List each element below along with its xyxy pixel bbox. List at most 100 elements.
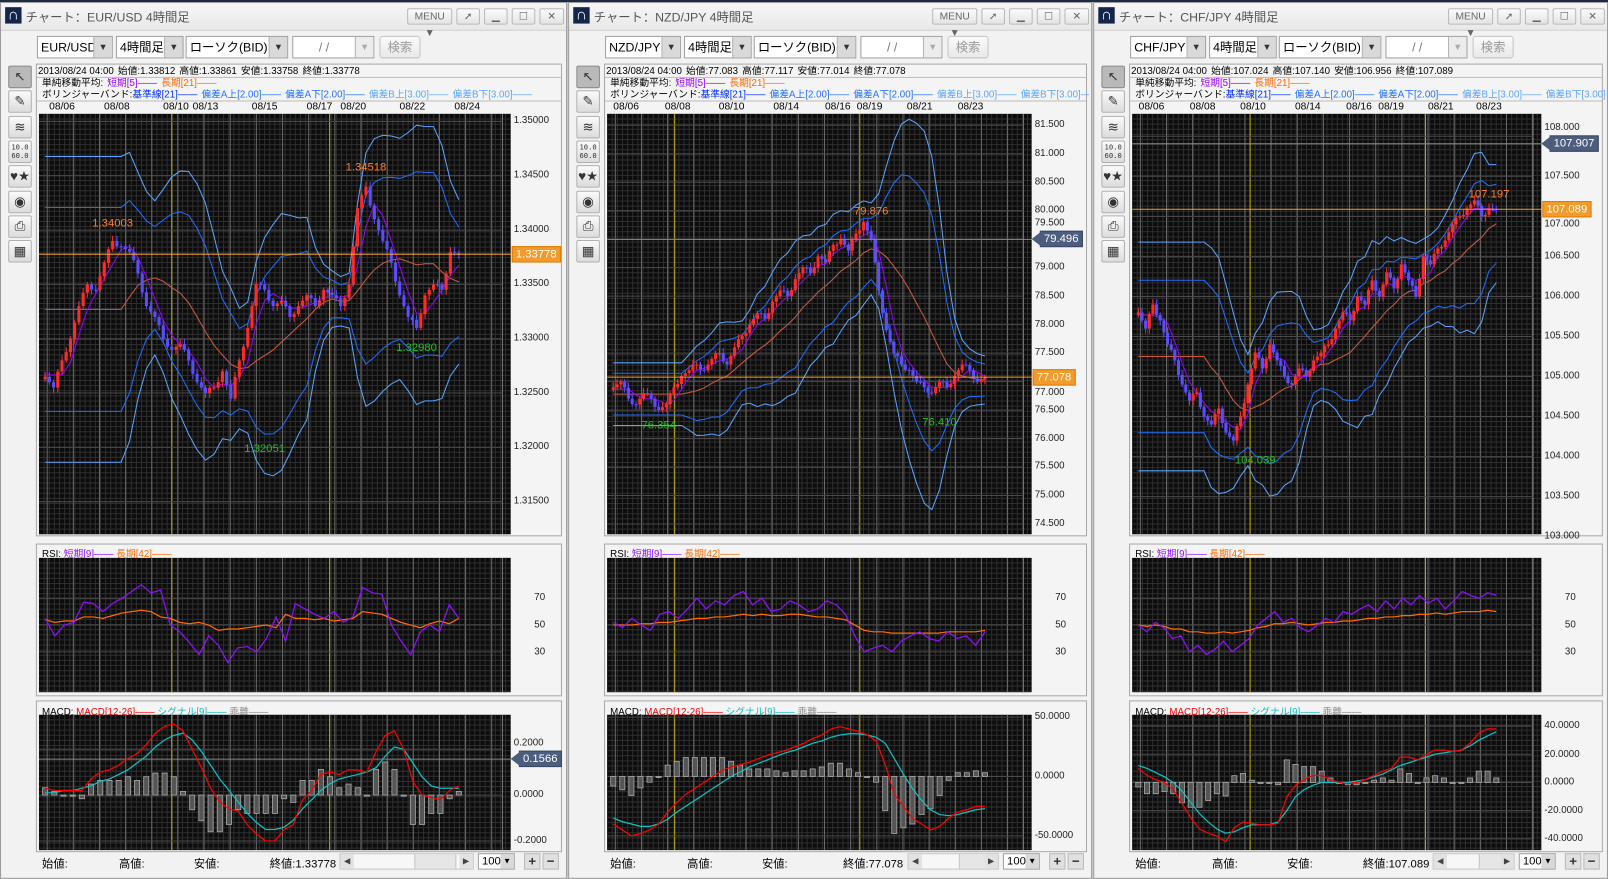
timeframe-select[interactable]: 4時間足 ▼ [115,35,184,59]
candle-up [937,381,941,388]
tool-numeric[interactable]: 10.0 60.0 [1101,140,1125,163]
bollinger-b-upper [45,124,460,310]
macd-chart[interactable] [1132,714,1542,851]
macd-histogram-bar [437,794,444,814]
scroll-left-icon[interactable]: ◀ [908,854,922,869]
menu-button[interactable]: MENU ▼ [407,8,453,39]
zoom-in-button[interactable]: + [1049,853,1066,870]
tool-shapes[interactable]: ♥★ [576,165,600,188]
pin-button[interactable]: ➚ [1497,8,1521,25]
pair-select[interactable]: NZD/JPY ▼ [605,35,681,59]
macd-chart[interactable] [607,714,1032,851]
date-input[interactable]: / / ▼ [1385,35,1468,59]
timeframe-select[interactable]: 4時間足 ▼ [684,35,752,59]
zoom-out-button[interactable]: − [1583,853,1600,870]
pair-select[interactable]: EUR/USD ▼ [36,35,113,59]
tool-pencil[interactable]: ✎ [1101,90,1125,114]
minimize-button[interactable]: ▁ [1009,8,1033,25]
tool-grid-save[interactable]: ▦ [8,240,32,263]
tool-eye[interactable]: ◉ [1101,190,1125,213]
chart-type-select[interactable]: ローソク(BID) ▼ [1278,35,1382,59]
chart-scrollbar[interactable]: ◀ ▶ [907,853,999,870]
scroll-thumb[interactable] [414,854,457,869]
date-label: 08/20 [340,101,367,113]
tool-grid-save[interactable]: ▦ [576,240,600,263]
bottom-bar: 始値: 高値: 安値: 終値:77.078 ◀ ▶ 100 ▼ + − [604,852,1089,871]
date-input[interactable]: / / ▼ [860,35,943,59]
tool-cursor[interactable]: ↖ [8,65,32,89]
menu-button[interactable]: MENU ▼ [932,8,978,39]
minimize-button[interactable]: ▁ [484,8,508,25]
pin-button[interactable]: ➚ [456,8,480,25]
tool-cursor[interactable]: ↖ [576,65,600,89]
price-chart[interactable]: 107.197 104.039 [1132,113,1542,535]
price-chart[interactable]: 79.876 76.354 76.410 [607,113,1032,535]
tool-printer[interactable]: ⎙ [576,215,600,238]
tool-printer[interactable]: ⎙ [8,215,32,238]
tool-eye[interactable]: ◉ [8,190,32,213]
scroll-right-icon[interactable]: ▶ [459,854,473,869]
zoom-in-button[interactable]: + [524,853,541,870]
zoom-in-button[interactable]: + [1564,853,1582,870]
zoom-out-button[interactable]: − [542,853,559,870]
tool-pencil[interactable]: ✎ [576,90,600,114]
close-button[interactable]: ✕ [1580,8,1605,25]
legend-bb-b-up: 偏差B上[3.00] [368,89,429,101]
tool-numeric[interactable]: 10.0 60.0 [8,140,32,163]
title-bar[interactable]: ∩ チャート：EUR/USD 4時間足 MENU ▼ ➚ ▁ ☐ ✕ [1,3,567,39]
candle-up [237,360,241,377]
scroll-left-icon[interactable]: ◀ [1433,854,1447,869]
search-button[interactable]: 検索 [947,35,989,59]
tool-cursor[interactable]: ↖ [1101,65,1125,89]
chart-scrollbar[interactable]: ◀ ▶ [339,853,474,870]
zoom-select[interactable]: 100 ▼ [477,853,515,870]
date-input[interactable]: / / ▼ [292,35,375,59]
chart-scrollbar[interactable]: ◀ ▶ [1432,853,1515,870]
minimize-button[interactable]: ▁ [1524,8,1549,25]
candle-down [1176,360,1181,376]
chart-type-select[interactable]: ローソク(BID) ▼ [185,35,289,59]
price-chart[interactable]: 1.34003 1.34518 1.32051 1.32980 [38,113,511,535]
candle-down [144,292,148,307]
menu-button[interactable]: MENU ▼ [1448,8,1494,39]
date-label: 08/06 [613,101,639,113]
macd-chart[interactable] [38,714,511,851]
chart-type-select[interactable]: ローソク(BID) ▼ [753,35,857,59]
pin-button[interactable]: ➚ [981,8,1005,25]
close-button[interactable]: ✕ [539,8,565,25]
scroll-left-icon[interactable]: ◀ [340,854,354,869]
title-bar[interactable]: ∩ チャート：CHF/JPY 4時間足 MENU ▼ ➚ ▁ ☐ ✕ [1094,3,1607,39]
tool-printer[interactable]: ⎙ [1101,215,1125,238]
maximize-icon: ☐ [518,11,529,23]
rsi-chart[interactable] [38,557,511,693]
maximize-button[interactable]: ☐ [1036,8,1061,25]
tool-eye[interactable]: ◉ [576,190,600,213]
maximize-button[interactable]: ☐ [511,8,536,25]
candle-down [1348,313,1352,321]
tool-pencil[interactable]: ✎ [8,90,32,114]
tool-indicator[interactable]: ≋ [576,115,600,139]
tool-shapes[interactable]: ♥★ [1101,165,1125,188]
scroll-right-icon[interactable]: ▶ [984,854,998,869]
zoom-out-button[interactable]: − [1067,853,1084,870]
tool-grid-save[interactable]: ▦ [1101,240,1125,263]
bb-label: ボリンジャーバンド: [42,89,133,101]
maximize-button[interactable]: ☐ [1552,8,1577,25]
timeframe-select[interactable]: 4時間足 ▼ [1209,35,1277,59]
rsi-chart[interactable] [607,557,1032,693]
tool-indicator[interactable]: ≋ [1101,115,1125,139]
close-button[interactable]: ✕ [1064,8,1090,25]
pair-select[interactable]: CHF/JPY ▼ [1130,35,1206,59]
zoom-select[interactable]: 100 ▼ [1002,853,1040,870]
candle-up [858,230,862,234]
title-bar[interactable]: ∩ チャート：NZD/JPY 4時間足 MENU ▼ ➚ ▁ ☐ ✕ [569,3,1092,39]
tool-indicator[interactable]: ≋ [8,115,32,139]
zoom-select[interactable]: 100 ▼ [1518,853,1556,870]
search-button[interactable]: 検索 [379,35,421,59]
rsi-chart[interactable] [1132,557,1542,693]
scroll-right-icon[interactable]: ▶ [1500,854,1514,869]
sma-label: 単純移動平均: [610,77,672,90]
tool-numeric[interactable]: 10.0 60.0 [576,140,600,163]
search-button[interactable]: 検索 [1472,35,1514,59]
tool-shapes[interactable]: ♥★ [8,165,32,188]
